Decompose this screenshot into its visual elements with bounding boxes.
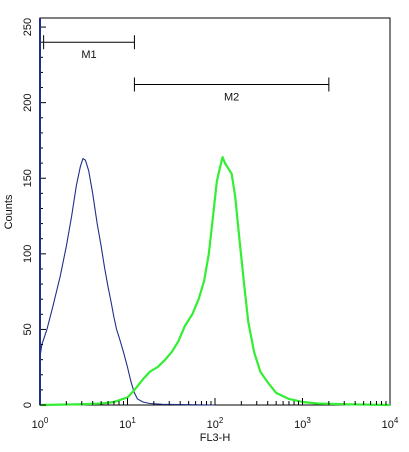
x-axis-ticks: 100 101 102 103 104 (32, 398, 399, 431)
y-tick-label: 250 (22, 18, 34, 36)
x-tick-label: 102 (207, 416, 224, 431)
y-tick-label: 100 (22, 245, 34, 263)
y-axis-title: Counts (3, 194, 15, 229)
y-axis-ticks: 0 50 100 150 200 250 (22, 18, 46, 408)
marker-label: M1 (81, 49, 96, 61)
series-line-2 (39, 155, 391, 407)
marker-m2: M2 (133, 77, 330, 104)
series-layer (39, 155, 391, 407)
x-tick-label: 101 (119, 416, 136, 431)
x-tick-label: 104 (382, 416, 399, 431)
y-tick-label: 200 (22, 93, 34, 111)
y-tick-label: 0 (22, 402, 34, 408)
x-tick-label: 100 (32, 416, 49, 431)
marker-layer: M1 M2 (43, 35, 330, 104)
marker-m1: M1 (43, 35, 135, 61)
series-line-1 (39, 158, 216, 406)
y-tick-label: 50 (22, 323, 34, 335)
plot-frame (39, 17, 391, 406)
x-axis-title: FL3-H (200, 432, 231, 444)
x-tick-label: 103 (294, 416, 311, 431)
y-tick-label: 150 (22, 169, 34, 187)
marker-label: M2 (224, 92, 239, 104)
